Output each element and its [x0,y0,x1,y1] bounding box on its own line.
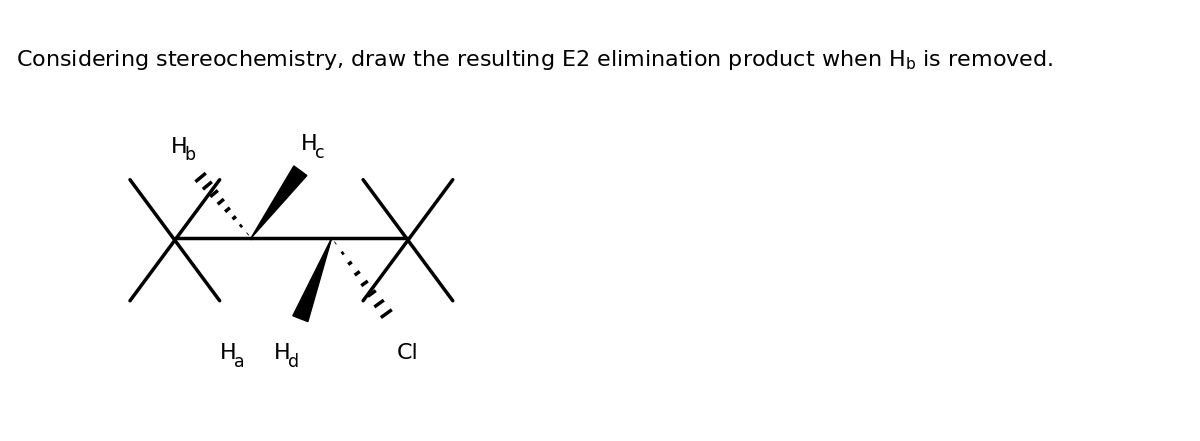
Text: b: b [185,146,196,164]
Text: H: H [172,137,187,157]
Text: c: c [316,144,325,162]
Text: Considering stereochemistry, draw the resulting E2 elimination product when $\ma: Considering stereochemistry, draw the re… [16,48,1054,72]
Polygon shape [293,238,331,321]
Text: a: a [234,353,245,371]
Text: H: H [274,343,290,363]
Text: d: d [288,353,299,371]
Text: H: H [301,134,318,154]
Text: H: H [221,343,236,363]
Polygon shape [251,166,307,238]
Text: Cl: Cl [397,343,419,363]
